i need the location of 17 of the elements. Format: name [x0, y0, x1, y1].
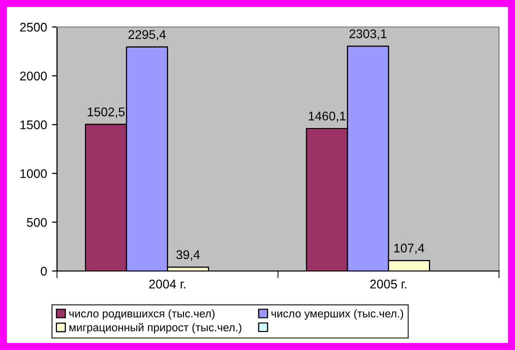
legend-label: число умерших (тыс.чел.) — [272, 309, 404, 320]
data-label: 2295,4 — [128, 30, 166, 40]
data-label: 1460,1 — [308, 112, 346, 122]
y-tick-label: 1000 — [20, 169, 47, 178]
data-label: 39,4 — [176, 250, 200, 261]
y-tick-label: 1500 — [20, 120, 47, 130]
legend-label: миграционный прирост (тыс.чел.) — [69, 323, 242, 334]
data-label: 1502,5 — [88, 107, 125, 118]
legend-label: число родившихся (тыс.чел) — [69, 309, 215, 320]
y-tick-label: 2500 — [20, 22, 47, 32]
x-tick-label: 2005 г. — [370, 280, 406, 289]
x-tick-label: 2004 г. — [149, 280, 186, 289]
data-label: 107,4 — [394, 244, 424, 254]
y-tick-label: 0 — [40, 266, 47, 276]
y-tick-label: 2000 — [20, 72, 47, 80]
y-tick-label: 500 — [26, 218, 47, 227]
data-label: 2303,1 — [350, 29, 387, 40]
